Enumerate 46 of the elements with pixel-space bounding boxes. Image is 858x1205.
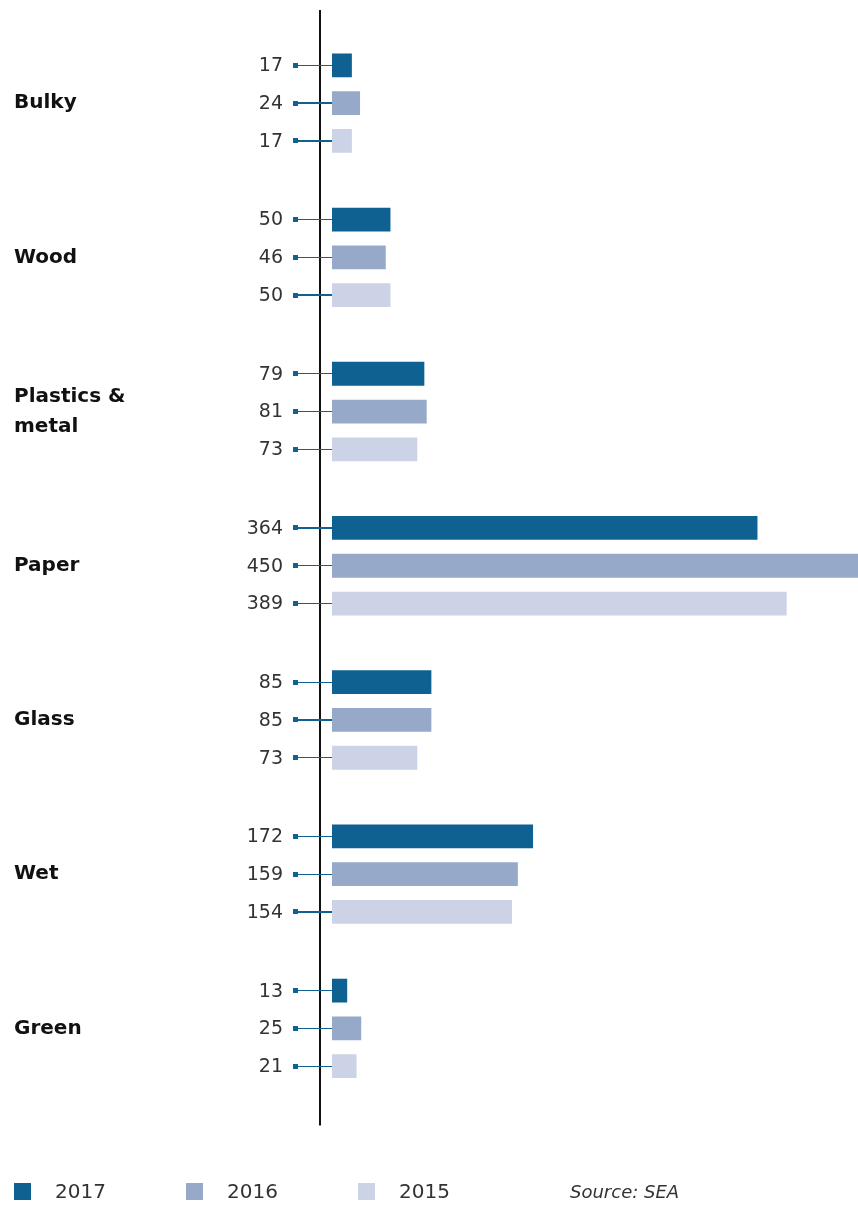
y-tick-label: Green <box>14 1014 82 1039</box>
y-tick-label: Glass <box>14 706 75 731</box>
data-label: 46 <box>258 245 283 268</box>
bar <box>332 708 432 732</box>
bar <box>332 553 858 578</box>
data-label: 364 <box>246 515 283 538</box>
data-label: 450 <box>246 553 283 576</box>
data-label: 85 <box>258 707 283 730</box>
data-label: 154 <box>246 899 283 922</box>
y-tick-label: Wood <box>14 243 78 268</box>
bar <box>332 900 513 924</box>
source-note: Source: SEA <box>570 1180 680 1202</box>
legend-label: 2017 <box>55 1179 106 1203</box>
data-label: 17 <box>258 53 283 76</box>
bar <box>332 1054 357 1079</box>
data-label: 389 <box>246 591 283 614</box>
bar <box>332 399 427 424</box>
data-label: 50 <box>258 207 283 230</box>
data-label: 13 <box>258 978 283 1001</box>
legend-label: 2016 <box>227 1179 278 1203</box>
data-label: 21 <box>258 1054 283 1077</box>
y-tick-label: Wet <box>14 860 59 885</box>
bar <box>332 437 418 462</box>
data-label: 79 <box>258 361 283 384</box>
data-label: 81 <box>258 399 283 422</box>
bar <box>332 591 787 616</box>
y-tick-label: Plastics & metal <box>14 382 126 437</box>
bar <box>332 245 386 270</box>
bar <box>332 745 418 770</box>
bar <box>332 283 391 308</box>
bar <box>332 91 361 116</box>
legend-label: 2015 <box>399 1179 450 1203</box>
data-label: 50 <box>258 283 283 306</box>
data-label: 159 <box>246 862 283 885</box>
data-label: 24 <box>258 91 283 114</box>
data-label: 25 <box>258 1016 283 1039</box>
y-tick-label: Bulky <box>14 89 77 114</box>
bar <box>332 862 518 887</box>
y-tick-label: Paper <box>14 551 80 576</box>
data-label: 172 <box>246 824 283 847</box>
data-label: 73 <box>258 745 283 768</box>
bar <box>332 1016 362 1041</box>
data-label: 85 <box>258 670 283 693</box>
bar <box>332 128 352 153</box>
data-label: 73 <box>258 437 283 460</box>
data-label: 17 <box>258 128 283 151</box>
